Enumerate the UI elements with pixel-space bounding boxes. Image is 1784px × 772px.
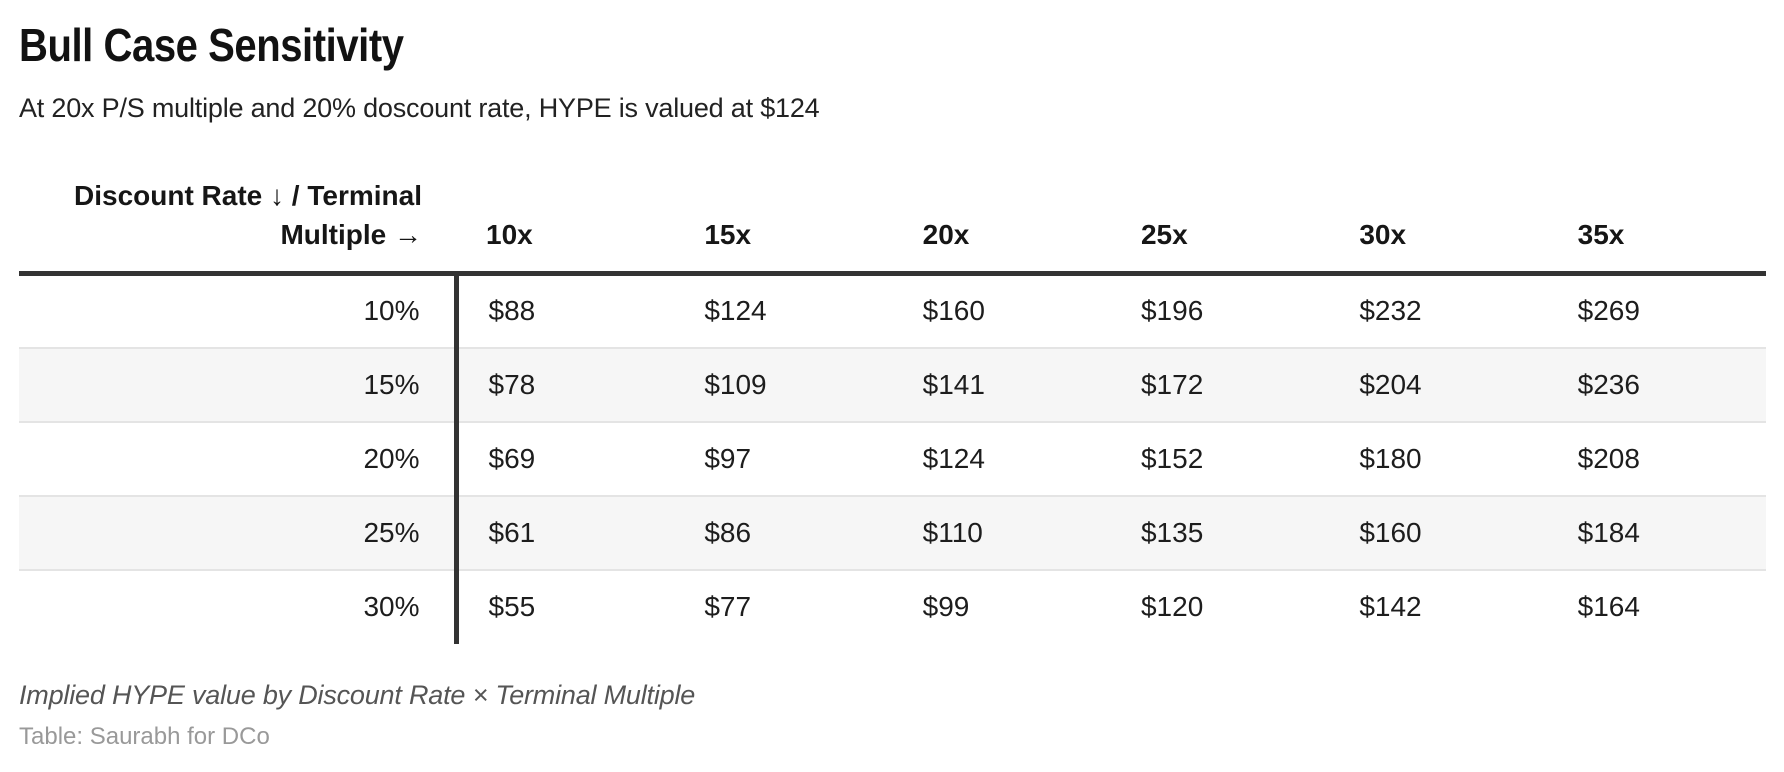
table-cell: $160 — [1359, 516, 1422, 548]
table-header: Discount Rate ↓ / Terminal Multiple → 10… — [19, 167, 1766, 277]
table-cell: $196 — [1140, 295, 1204, 327]
table-row: 20% $69 $97 $124 $152 $180 $208 — [19, 421, 1766, 496]
table-cell: $78 — [488, 368, 536, 400]
row-label: 15% — [19, 347, 459, 422]
column-header: 35x — [1547, 167, 1766, 277]
column-header: 15x — [674, 167, 893, 277]
table-cell: $110 — [922, 516, 983, 548]
table-credit: Table: Saurabh for DCo — [19, 722, 270, 750]
table-row: 15% $78 $109 $141 $172 $204 $236 — [19, 347, 1766, 422]
table-cell: $61 — [488, 516, 536, 548]
table-body: 10% $88 $124 $160 $196 $232 $269 15% $78… — [19, 273, 1766, 644]
table-note: Implied HYPE value by Discount Rate × Te… — [19, 679, 696, 710]
column-header: 10x — [456, 167, 675, 277]
table-cell: $269 — [1577, 295, 1640, 327]
table-cell: $124 — [704, 295, 767, 327]
table-cell: $204 — [1359, 368, 1422, 400]
table-cell: $164 — [1577, 591, 1640, 623]
table-row: 30% $55 $77 $99 $120 $142 $164 — [19, 569, 1766, 644]
row-label: 25% — [19, 495, 459, 570]
table-cell: $97 — [704, 442, 752, 474]
row-label: 10% — [19, 273, 459, 348]
table-cell: $124 — [922, 442, 985, 474]
column-header: 30x — [1329, 167, 1548, 277]
table-cell: $99 — [922, 591, 970, 623]
table-cell: $172 — [1140, 368, 1204, 400]
table-cell: $152 — [1140, 442, 1204, 474]
header-row: Discount Rate ↓ / Terminal Multiple → 10… — [19, 167, 1766, 277]
table-cell: $88 — [488, 295, 536, 327]
table-row: 10% $88 $124 $160 $196 $232 $269 — [19, 273, 1766, 348]
table-cell: $184 — [1577, 516, 1640, 548]
corner-header: Discount Rate ↓ / Terminal Multiple → — [19, 167, 456, 277]
table-cell: $208 — [1577, 442, 1640, 474]
table-cell: $135 — [1140, 516, 1204, 548]
column-header: 25x — [1110, 167, 1330, 277]
table-row: 25% $61 $86 $110 $135 $160 $184 — [19, 495, 1766, 570]
table-cell: $142 — [1359, 591, 1422, 623]
table-cell: $180 — [1359, 442, 1422, 474]
table-cell: $69 — [488, 442, 536, 474]
table-cell: $232 — [1359, 295, 1422, 327]
table-cell: $236 — [1577, 368, 1640, 400]
table-cell: $141 — [922, 368, 985, 400]
table-cell: $86 — [704, 516, 752, 548]
table-cell: $55 — [488, 591, 536, 623]
subtitle: At 20x P/S multiple and 20% doscount rat… — [19, 92, 820, 123]
table-cell: $77 — [704, 591, 752, 623]
page-title: Bull Case Sensitivity — [19, 19, 404, 71]
table-cell: $109 — [704, 368, 767, 400]
sensitivity-table: Discount Rate ↓ / Terminal Multiple → 10… — [19, 167, 1766, 644]
column-header: 20x — [892, 167, 1111, 277]
table-cell: $120 — [1140, 591, 1204, 623]
row-label: 30% — [19, 569, 459, 644]
table-cell: $160 — [922, 295, 985, 327]
row-label: 20% — [19, 421, 459, 496]
